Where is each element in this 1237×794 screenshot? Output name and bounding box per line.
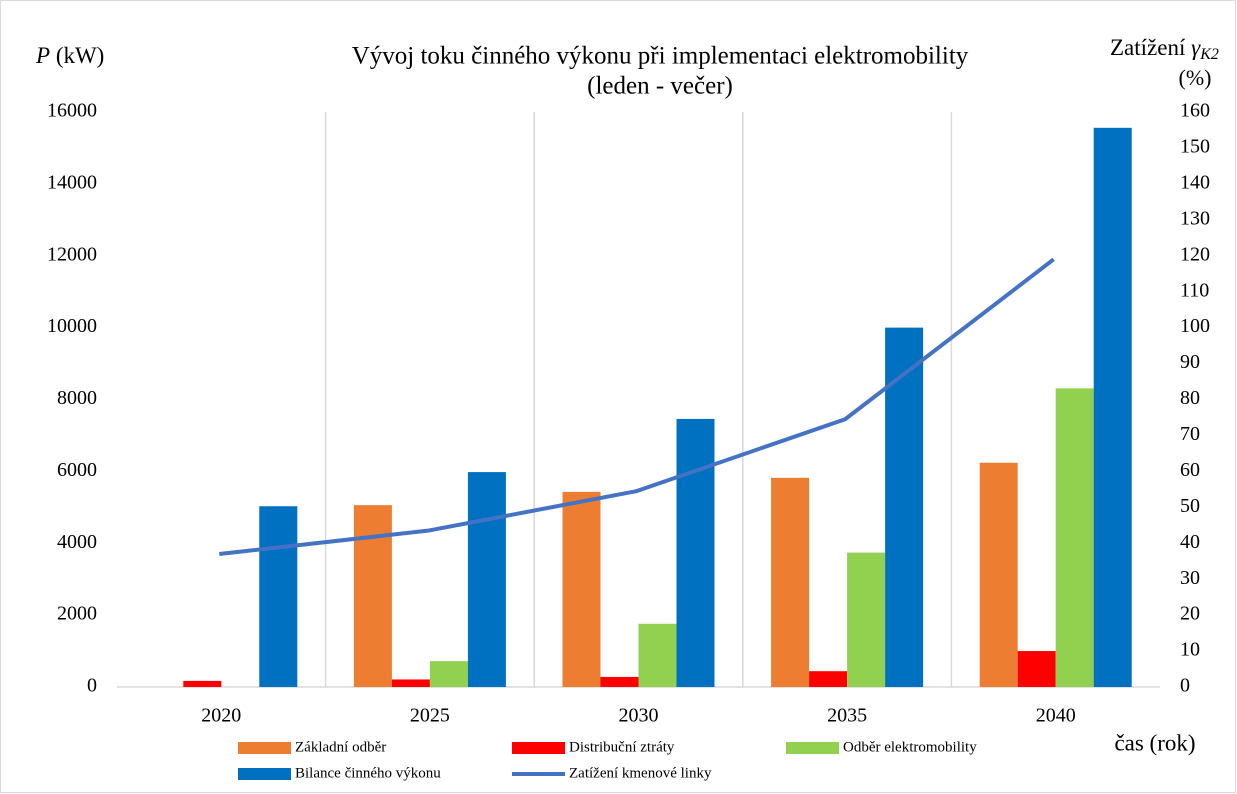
y-label-symbol: P bbox=[35, 43, 50, 68]
y2-tick-label: 0 bbox=[1180, 675, 1190, 697]
bar bbox=[467, 472, 506, 687]
y-tick-label: 16000 bbox=[47, 100, 97, 122]
bar bbox=[809, 671, 848, 687]
y2-tick-label: 60 bbox=[1180, 459, 1200, 481]
y2-axis-unit: (%) bbox=[1179, 65, 1212, 90]
y-tick-label: 6000 bbox=[57, 459, 97, 481]
bar bbox=[771, 477, 810, 687]
legend-swatch bbox=[786, 742, 839, 754]
y2-tick-label: 140 bbox=[1180, 171, 1210, 193]
y-tick-label: 0 bbox=[87, 675, 97, 697]
y-label-unit: (kW) bbox=[56, 43, 105, 68]
x-axis-label: čas (rok) bbox=[1114, 730, 1195, 755]
legend-label: Základní odběr bbox=[295, 739, 386, 755]
bar bbox=[391, 679, 430, 687]
x-tick-label: 2020 bbox=[201, 705, 241, 727]
y-tick-label: 12000 bbox=[47, 243, 97, 265]
legend-swatch bbox=[238, 742, 291, 754]
legend-label: Zatížení kmenové linky bbox=[569, 765, 712, 781]
legend-swatch bbox=[512, 742, 565, 754]
y2-label-subscript: K2 bbox=[1199, 46, 1219, 63]
bar bbox=[638, 623, 677, 687]
y2-tick-label: 40 bbox=[1180, 531, 1200, 553]
y2-tick-label: 80 bbox=[1180, 387, 1200, 409]
legend-label: Bilance činného výkonu bbox=[295, 765, 441, 781]
y2-label-text: Zatížení bbox=[1110, 35, 1186, 60]
y2-label-symbol: γ bbox=[1191, 35, 1201, 60]
y-axis-label: P (kW) bbox=[35, 43, 104, 68]
x-tick-label: 2030 bbox=[619, 705, 659, 727]
y-tick-label: 2000 bbox=[57, 603, 97, 625]
bar bbox=[979, 462, 1018, 687]
bar bbox=[353, 505, 392, 687]
y2-axis-label: Zatížení γK2 bbox=[1110, 35, 1219, 62]
bar bbox=[1093, 127, 1132, 687]
bar bbox=[259, 506, 298, 687]
y2-tick-label: 70 bbox=[1180, 423, 1200, 445]
x-tick-label: 2025 bbox=[410, 705, 450, 727]
y-tick-label: 4000 bbox=[57, 531, 97, 553]
bar bbox=[1017, 651, 1056, 687]
line bbox=[219, 257, 1055, 557]
y2-tick-label: 30 bbox=[1180, 567, 1200, 589]
y2-tick-label: 50 bbox=[1180, 495, 1200, 517]
bar bbox=[183, 680, 222, 687]
x-tick-label: 2035 bbox=[827, 705, 867, 727]
bar bbox=[847, 552, 886, 687]
x-tick-label: 2040 bbox=[1036, 705, 1076, 727]
legend-swatch bbox=[238, 768, 291, 780]
bar bbox=[676, 418, 715, 687]
legend-label: Odběr elektromobility bbox=[843, 739, 977, 755]
chart-subtitle: (leden - večer) bbox=[587, 73, 733, 100]
y2-tick-label: 130 bbox=[1180, 207, 1210, 229]
y-tick-label: 14000 bbox=[47, 171, 97, 193]
bar bbox=[429, 661, 468, 687]
legend-label: Distribuční ztráty bbox=[569, 739, 675, 755]
y2-tick-label: 120 bbox=[1180, 243, 1210, 265]
bar bbox=[1055, 388, 1094, 687]
chart-title: Vývoj toku činného výkonu při implementa… bbox=[352, 43, 969, 70]
bar bbox=[562, 491, 601, 687]
y2-tick-label: 20 bbox=[1180, 603, 1200, 625]
y2-tick-label: 160 bbox=[1180, 100, 1210, 122]
y2-tick-label: 110 bbox=[1180, 279, 1209, 301]
y2-tick-label: 100 bbox=[1180, 315, 1210, 337]
bar bbox=[600, 676, 639, 687]
y-tick-label: 10000 bbox=[47, 315, 97, 337]
bar bbox=[885, 327, 924, 687]
y-tick-label: 8000 bbox=[57, 387, 97, 409]
y2-tick-label: 150 bbox=[1180, 136, 1210, 158]
y2-tick-label: 10 bbox=[1180, 639, 1200, 661]
y2-tick-label: 90 bbox=[1180, 351, 1200, 373]
